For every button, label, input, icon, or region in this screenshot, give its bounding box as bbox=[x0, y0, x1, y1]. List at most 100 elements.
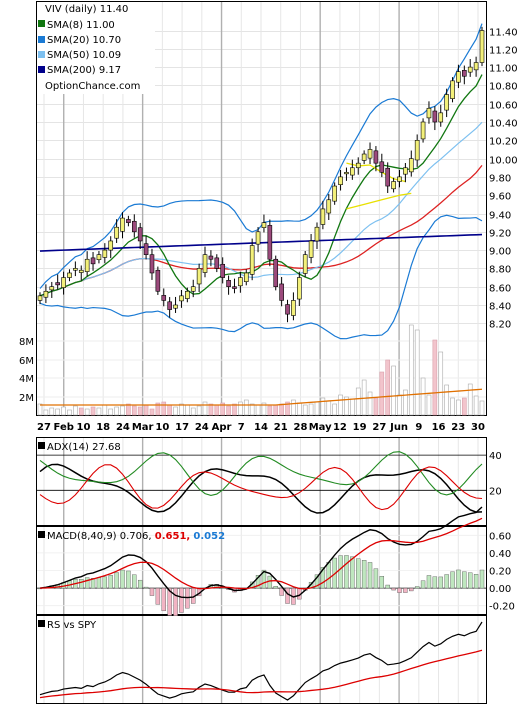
volume-bar bbox=[479, 400, 485, 416]
volume-bar bbox=[308, 403, 314, 416]
candle-body bbox=[143, 243, 149, 255]
macd-hist-bar bbox=[90, 578, 96, 589]
volume-bar bbox=[285, 401, 290, 416]
sma20-label: SMA(20) 10.70 bbox=[47, 35, 121, 46]
macd-hist-bar bbox=[273, 586, 278, 589]
volume-bar bbox=[426, 394, 432, 416]
x-ticks: 27 Feb 10 18 24 Mar 10 17 24 Apr 7 14 21 28 May 12 19 27 J… bbox=[37, 422, 485, 433]
price-tick-label: 10.80 bbox=[489, 82, 518, 93]
sma8-line bbox=[39, 74, 483, 297]
volume-bar bbox=[226, 405, 231, 416]
x-tick-label: 28 bbox=[293, 422, 307, 433]
macd-hist-bar bbox=[391, 587, 396, 591]
macd-legend: MACD(8,40,9) 0.706, 0.651, 0.052 bbox=[47, 531, 225, 542]
macd-hist-bar bbox=[167, 587, 172, 616]
volume-bar bbox=[214, 404, 220, 416]
sma50-swatch bbox=[38, 51, 45, 58]
candle-body bbox=[78, 269, 84, 273]
volume-bar bbox=[320, 397, 326, 416]
macd-hist-bar bbox=[338, 555, 343, 589]
x-tick-label: 30 bbox=[471, 422, 485, 433]
candle-body bbox=[462, 70, 467, 77]
macd-signal-line bbox=[39, 517, 483, 590]
macd-tick-label: 0.60 bbox=[489, 531, 511, 542]
candle-body bbox=[131, 220, 137, 233]
candle-body bbox=[350, 167, 355, 176]
volume-tick-label: 4M bbox=[19, 374, 34, 385]
x-tick-label: 18 bbox=[96, 422, 110, 433]
volume-bar bbox=[61, 406, 66, 416]
macd-hist-bar bbox=[350, 556, 355, 589]
candle-body bbox=[96, 254, 102, 261]
candle-body bbox=[344, 172, 349, 175]
adx-line bbox=[39, 463, 483, 514]
macd-hist-bar bbox=[367, 562, 373, 589]
y-ticks: 11.40 11.20 11.00 10.80 10.60 10.40 10.20 10.00… bbox=[19, 28, 518, 613]
macd-hist-bar bbox=[320, 567, 326, 589]
macd-hist-bar bbox=[173, 587, 178, 617]
x-tick-label: 7 bbox=[238, 422, 245, 433]
volume-bar bbox=[367, 391, 373, 416]
macd-hist-bar bbox=[108, 575, 113, 589]
adx-line bbox=[39, 451, 483, 496]
macd-legend-label: MACD(8,40,9) 0.706, bbox=[47, 531, 152, 542]
candle-body bbox=[179, 295, 184, 302]
candle-body bbox=[279, 283, 284, 301]
source-label: OptionChance.com bbox=[45, 81, 140, 92]
macd-hist-bar bbox=[79, 579, 84, 589]
macd-hist-bar bbox=[409, 587, 414, 592]
macd-hist-bar bbox=[462, 571, 467, 589]
bollinger-lower-line bbox=[39, 214, 483, 340]
macd-hist-bar bbox=[456, 569, 461, 589]
candles bbox=[37, 26, 485, 323]
candle-body bbox=[255, 231, 261, 245]
price-tick-label: 9.80 bbox=[489, 174, 511, 185]
adx-legend: ADX(14) 27.68 bbox=[47, 442, 121, 453]
x-tick-label: 24 bbox=[116, 422, 130, 433]
candle-body bbox=[297, 277, 302, 300]
candle-body bbox=[214, 257, 220, 269]
x-tick-label: 27 bbox=[372, 422, 386, 433]
sma200-line bbox=[39, 233, 483, 252]
macd-hist-bar bbox=[214, 584, 220, 589]
rs-legend: RS vs SPY bbox=[47, 620, 97, 631]
x-tick-label: Apr bbox=[212, 422, 232, 433]
volume-bar bbox=[456, 399, 461, 416]
volume-bar bbox=[255, 404, 261, 416]
volume-bar bbox=[220, 402, 225, 416]
volume-bar bbox=[267, 405, 273, 416]
macd-legend-swatch bbox=[38, 531, 45, 538]
macd-hist-bar bbox=[261, 569, 267, 589]
candle-body bbox=[90, 257, 96, 265]
volume-bar bbox=[379, 371, 385, 416]
candle-body bbox=[420, 121, 426, 140]
indicator-lines bbox=[37, 451, 485, 701]
candle-body bbox=[243, 272, 249, 282]
volume-bar bbox=[462, 397, 467, 416]
macd-hist-bar bbox=[314, 574, 320, 589]
candle-body bbox=[126, 219, 131, 223]
volume-bar bbox=[96, 407, 102, 416]
volume-tick-label: 6M bbox=[19, 356, 34, 367]
x-tick-label: 21 bbox=[274, 422, 288, 433]
macd-hist-bar bbox=[143, 586, 149, 589]
candle-body bbox=[397, 176, 402, 182]
volume-bar bbox=[73, 405, 78, 416]
sma50-label: SMA(50) 10.09 bbox=[47, 50, 121, 61]
candle-body bbox=[355, 162, 361, 169]
volume-bar bbox=[291, 399, 296, 416]
volume-bar bbox=[414, 329, 420, 416]
macd-tick-label: 0.20 bbox=[489, 567, 511, 578]
volume-bar bbox=[208, 403, 214, 416]
candle-body bbox=[208, 255, 214, 260]
candle-body bbox=[55, 282, 60, 286]
sma20-line bbox=[39, 121, 483, 297]
candle-body bbox=[238, 277, 243, 287]
price-tick-label: 10.60 bbox=[489, 101, 518, 112]
x-tick-label: 24 bbox=[195, 422, 209, 433]
volume-bar bbox=[37, 403, 43, 416]
price-tick-label: 10.20 bbox=[489, 137, 518, 148]
macd-hist-bar bbox=[426, 575, 432, 589]
macd-hist-bar bbox=[432, 576, 438, 589]
macd-hist-bar bbox=[444, 574, 449, 589]
